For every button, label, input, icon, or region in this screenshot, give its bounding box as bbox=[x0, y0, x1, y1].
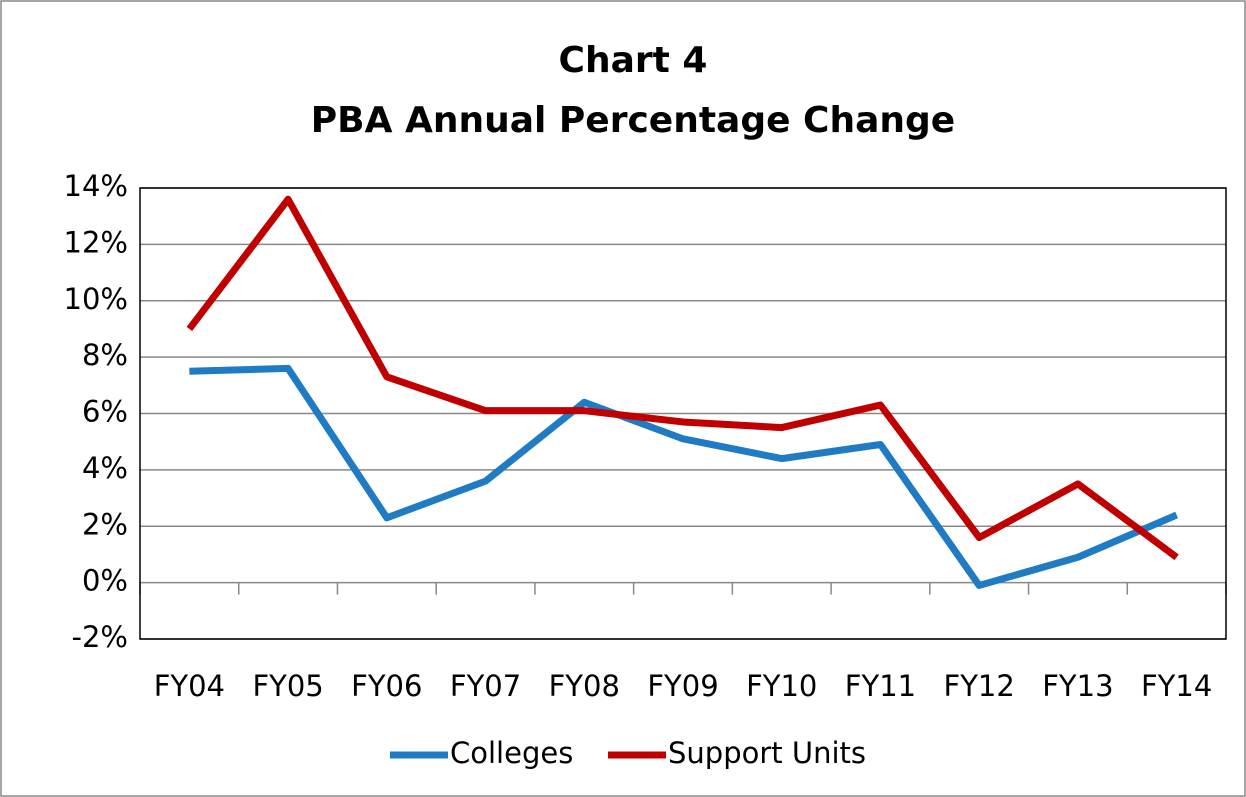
series-line bbox=[186, 195, 1179, 561]
x-tick-label: FY04 bbox=[154, 669, 225, 703]
chart-subtitle: PBA Annual Percentage Change bbox=[311, 100, 955, 141]
x-tick-label: FY06 bbox=[351, 669, 422, 703]
x-tick-label: FY14 bbox=[1141, 669, 1212, 703]
y-tick-label: 0% bbox=[82, 564, 128, 598]
y-tick-label: -2% bbox=[72, 620, 128, 654]
series-line bbox=[189, 364, 1179, 589]
x-tick-label: FY07 bbox=[450, 669, 521, 703]
y-tick-label: 6% bbox=[82, 395, 128, 429]
plot-border bbox=[139, 187, 1227, 640]
y-tick-label: 2% bbox=[82, 507, 128, 541]
y-tick-label: 8% bbox=[82, 338, 128, 372]
x-tick-label: FY08 bbox=[549, 669, 620, 703]
x-tick-label: FY13 bbox=[1042, 669, 1113, 703]
x-tick-label: FY12 bbox=[944, 669, 1015, 703]
y-tick-label: 14% bbox=[64, 169, 128, 203]
y-tick-label: 12% bbox=[64, 225, 128, 259]
chart-title: Chart 4 bbox=[559, 40, 708, 81]
x-tick-label: FY05 bbox=[252, 669, 323, 703]
x-tick-label: FY11 bbox=[845, 669, 916, 703]
legend-label: Colleges bbox=[450, 736, 573, 770]
x-tick-label: FY09 bbox=[647, 669, 718, 703]
x-tick-label: FY10 bbox=[746, 669, 817, 703]
y-tick-label: 4% bbox=[82, 451, 128, 485]
y-tick-label: 10% bbox=[64, 282, 128, 316]
legend-label: Support Units bbox=[668, 736, 866, 770]
